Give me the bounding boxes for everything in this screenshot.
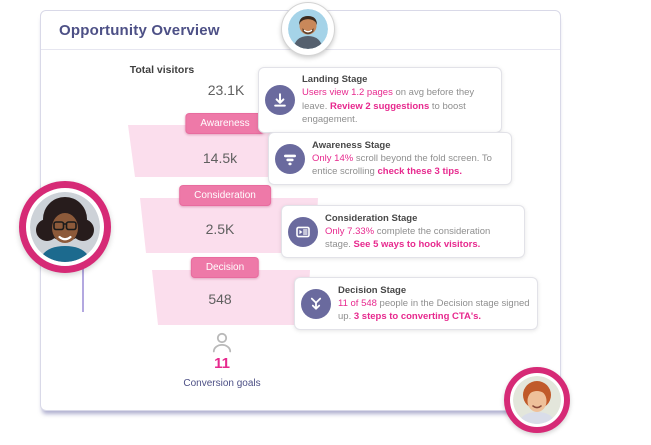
callout-text: complete the consideration stage. [325, 225, 491, 251]
callout-link[interactable]: See 5 ways to hook visitors. [353, 239, 481, 250]
callout-highlight: Only 7.33% [325, 225, 375, 237]
total-visitors-label: Total visitors [129, 64, 195, 76]
stage-badge-awareness: Awareness [185, 113, 265, 134]
merge-arrows-icon [301, 288, 331, 319]
page-title: Opportunity Overview [59, 21, 220, 39]
conversion-goals-count: 11 [214, 355, 230, 372]
funnel-segment-decision [152, 270, 310, 325]
callout-landing-stage: Landing Stage Users view 1.2 pages on av… [258, 67, 502, 133]
scroll-depth-icon [275, 143, 305, 174]
stage-value-decision: 548 [208, 291, 232, 307]
person-icon [211, 332, 233, 358]
callout-consideration-stage: Consideration Stage Only 7.33% complete … [281, 205, 525, 258]
callout-highlight: 11 of 548 [338, 297, 377, 309]
callout-highlight: Only 14% [312, 152, 354, 164]
callout-title: Awareness Stage [312, 139, 391, 151]
stage-badge-decision: Decision [190, 257, 260, 278]
callout-highlight: Users view 1.2 pages [302, 87, 393, 98]
stage-value-consideration: 2.5K [205, 221, 235, 237]
conversion-goals-label: Conversion goals [183, 378, 261, 389]
download-icon [265, 84, 295, 115]
callout-title: Consideration Stage [325, 212, 418, 224]
callout-link[interactable]: 3 steps to converting CTA's. [353, 311, 482, 322]
callout-text: to boost engagement. [302, 100, 466, 126]
callout-link[interactable]: check these 3 tips. [377, 166, 462, 177]
callout-text: on avg before they leave. [302, 87, 475, 112]
callout-title: Landing Stage [302, 74, 368, 85]
callout-text: scroll beyond the fold screen. To entice… [312, 152, 492, 178]
callout-awareness-stage: Awareness Stage Only 14% scroll beyond t… [268, 132, 512, 185]
total-visitors-value: 23.1K [207, 82, 245, 98]
stage-value-awareness: 14.5k [202, 150, 238, 166]
list-play-icon [288, 216, 318, 247]
callout-title: Decision Stage [338, 284, 407, 296]
callout-link[interactable]: Review 2 suggestions [330, 100, 430, 112]
male-user-avatar[interactable] [281, 2, 335, 56]
callout-decision-stage: Decision Stage 11 of 548 people in the D… [294, 277, 538, 330]
callout-text: people in the Decision stage signed up. [338, 297, 530, 323]
female-user-glasses-avatar[interactable] [19, 181, 111, 273]
stage-badge-consideration: Consideration [179, 185, 271, 206]
avatar-connector-line [82, 254, 84, 312]
female-user-redhair-avatar[interactable] [504, 367, 570, 433]
